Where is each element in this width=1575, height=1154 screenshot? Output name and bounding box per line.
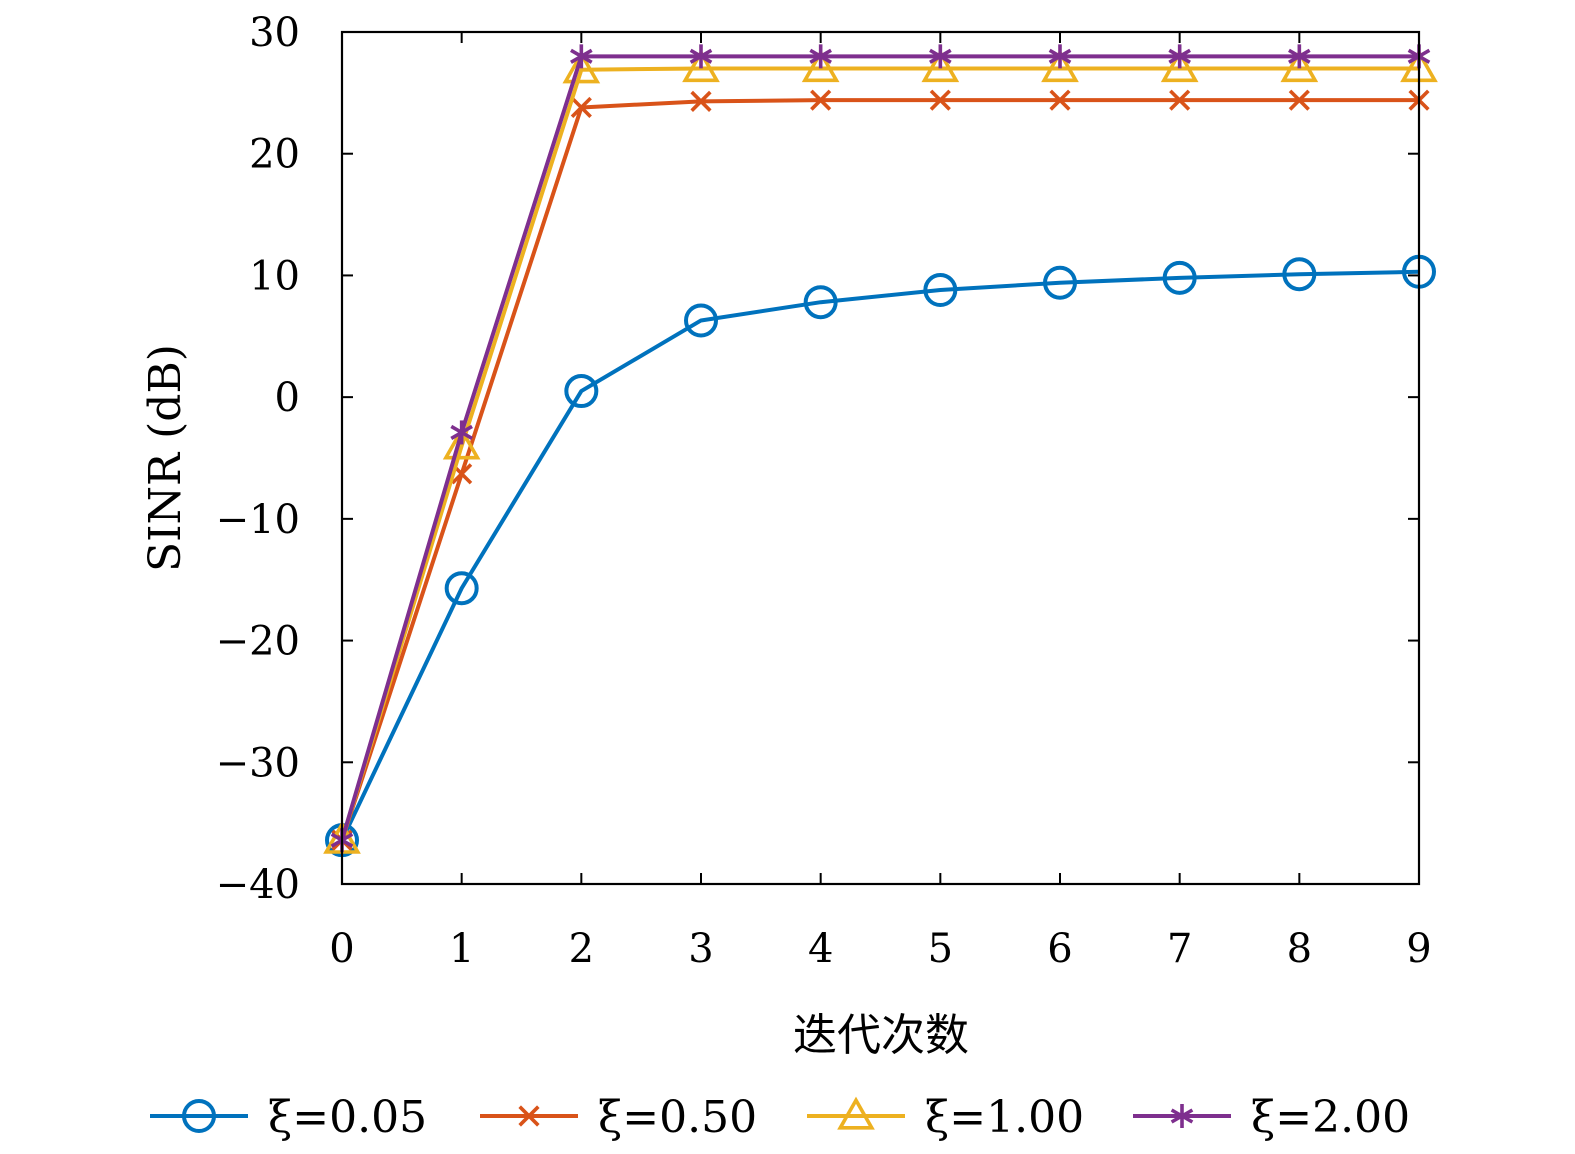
data-point-stroke: [929, 89, 951, 111]
y-tick-label: 0: [275, 375, 300, 421]
data-point: [923, 273, 958, 308]
data-point: [684, 303, 718, 338]
data-point: [1160, 49, 1199, 83]
y-tick-label: 10: [249, 253, 300, 299]
data-point-stroke: [1048, 48, 1072, 64]
legend-label: ξ=0.05: [268, 1092, 427, 1143]
data-point: [682, 49, 720, 83]
data-point-stroke: [1049, 89, 1071, 111]
legend-label: ξ=0.50: [598, 1092, 757, 1143]
data-point: [562, 50, 601, 84]
x-tick-label: 7: [1167, 926, 1192, 972]
y-tick-label: 20: [249, 132, 300, 178]
data-point: [689, 44, 713, 69]
data-point-stroke: [1168, 48, 1191, 64]
series-x: [331, 89, 1430, 851]
y-tick-label: −40: [216, 862, 300, 908]
series-triangle: [323, 49, 1438, 854]
data-point: [570, 44, 593, 69]
data-point-stroke: [809, 48, 832, 64]
legend-swatch-marker: [837, 1096, 875, 1130]
data-point: [929, 44, 952, 69]
data-point-stroke: [450, 424, 473, 440]
data-point-stroke: [570, 48, 593, 64]
y-tick-label: −30: [216, 740, 300, 786]
series-line: [340, 269, 1420, 842]
data-point: [1280, 49, 1319, 83]
axes: 0 1 2 3 4 5 6 7 8 9 −40 −30 −20 −10 0 10 20 30: [216, 10, 1432, 972]
legend: ξ=0.05 ξ=0.50 ξ=1.00 ξ=2.00: [150, 1092, 1410, 1143]
x-tick-label: 3: [688, 926, 713, 972]
data-point: [444, 571, 479, 606]
y-tick-label: −10: [216, 497, 300, 543]
data-point: [1288, 44, 1311, 69]
data-point: [564, 374, 599, 409]
data-point: [570, 96, 592, 119]
y-tick-label: −20: [216, 619, 300, 665]
data-point: [921, 49, 960, 83]
data-point-stroke: [1288, 89, 1310, 111]
series-asterisk: [330, 44, 1431, 853]
x-tick-label: 8: [1287, 926, 1312, 972]
legend-label: ξ=2.00: [1251, 1092, 1410, 1143]
x-tick-label: 6: [1047, 926, 1072, 972]
data-point: [1041, 49, 1079, 83]
x-tick-label: 2: [569, 926, 594, 972]
legend-swatch-marker-stroke: [1170, 1108, 1194, 1124]
data-point-stroke: [570, 96, 592, 119]
data-point: [450, 420, 473, 445]
series-line: [340, 98, 1419, 841]
data-point: [1168, 44, 1191, 69]
data-point-stroke: [810, 89, 832, 111]
data-point-stroke: [929, 48, 952, 64]
legend-label: ξ=1.00: [925, 1092, 1084, 1143]
data-point-stroke: [1169, 89, 1191, 111]
data-point: [1288, 89, 1310, 111]
legend-swatch-marker: [1170, 1104, 1194, 1128]
y-axis-title: SINR (dB): [140, 344, 191, 572]
data-point: [1049, 89, 1071, 111]
x-tick-label: 5: [928, 926, 953, 972]
data-point-stroke: [1288, 48, 1311, 64]
data-point: [929, 89, 951, 111]
axes-box: [340, 30, 1421, 886]
data-point: [1048, 44, 1072, 69]
series-line: [340, 54, 1419, 841]
y-tick-label: 30: [249, 10, 300, 56]
x-tick-label: 4: [808, 926, 833, 972]
legend-entry: ξ=1.00: [807, 1092, 1084, 1143]
data-point: [801, 49, 840, 83]
data-point: [442, 426, 481, 460]
data-point: [1169, 89, 1191, 111]
legend-swatch-marker: [182, 1099, 216, 1133]
data-point: [809, 44, 832, 69]
x-tick-label: 0: [329, 926, 354, 972]
plot-area: [323, 44, 1438, 858]
data-point: [803, 285, 838, 320]
series-line: [340, 66, 1419, 841]
data-point: [810, 89, 832, 111]
legend-swatch-marker: [518, 1105, 540, 1127]
data-point: [1162, 260, 1197, 295]
data-point: [690, 90, 712, 112]
x-tick-label: 1: [449, 926, 474, 972]
data-point: [1282, 257, 1317, 292]
legend-entry: ξ=0.50: [480, 1092, 757, 1143]
data-point: [1043, 265, 1077, 300]
data-point-stroke: [689, 48, 713, 64]
legend-entry: ξ=0.05: [150, 1092, 427, 1143]
data-point-stroke: [451, 463, 473, 485]
x-axis-title: 迭代次数: [793, 1010, 969, 1061]
legend-swatch-marker-stroke: [518, 1105, 540, 1127]
legend-entry: ξ=2.00: [1133, 1092, 1410, 1143]
data-point-stroke: [690, 90, 712, 112]
x-tick-label: 9: [1406, 926, 1431, 972]
